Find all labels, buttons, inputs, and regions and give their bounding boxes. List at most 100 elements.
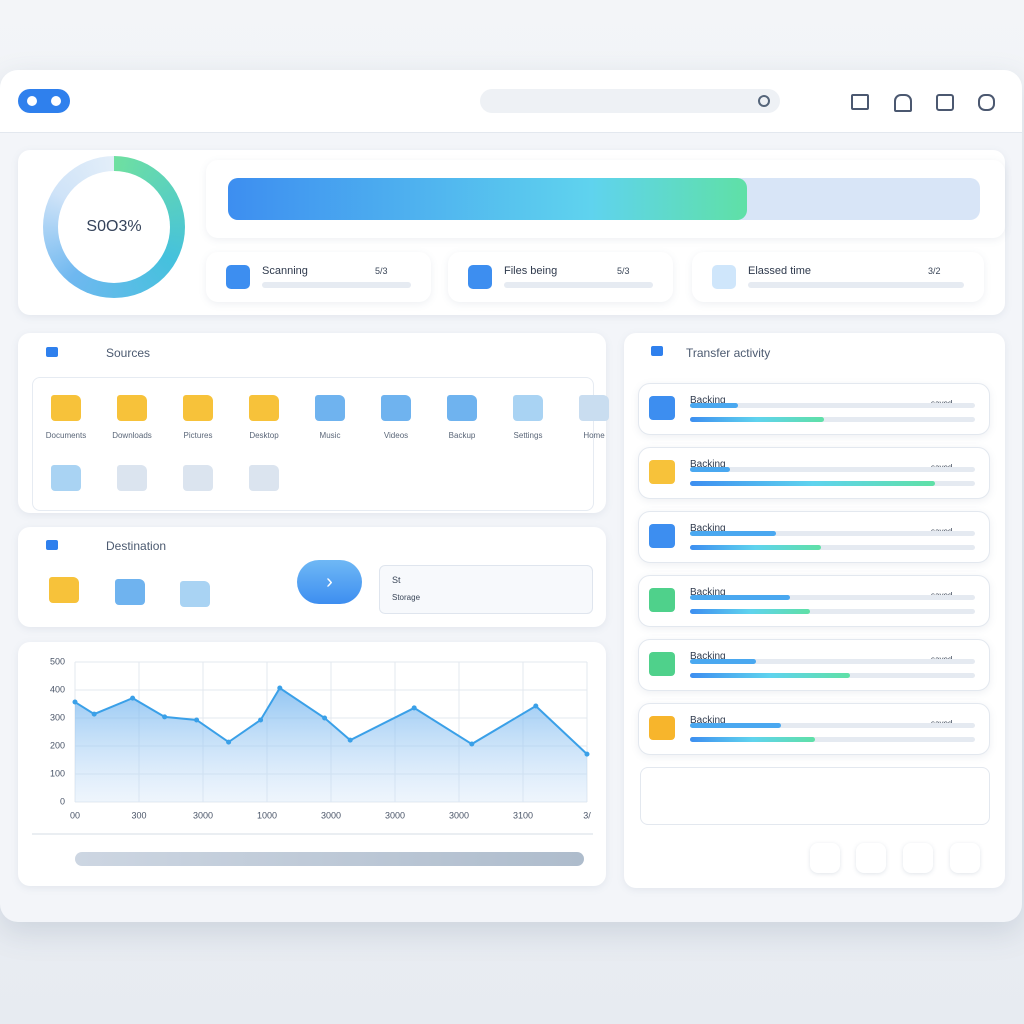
row-icon bbox=[649, 588, 675, 612]
point bbox=[72, 699, 78, 705]
transfer-button[interactable]: › bbox=[297, 560, 362, 604]
folder-label: Pictures bbox=[183, 431, 213, 440]
point bbox=[411, 705, 417, 711]
folder-item[interactable]: Pictures bbox=[166, 383, 230, 445]
point bbox=[91, 711, 97, 717]
point bbox=[258, 717, 264, 723]
folder-item[interactable]: Documents bbox=[34, 383, 98, 445]
panel-title: Transfer activity bbox=[686, 346, 771, 360]
folder-item[interactable]: Music bbox=[298, 383, 362, 445]
x-tick-label: 3000 bbox=[321, 810, 341, 820]
x-tick-label: 3100 bbox=[513, 810, 533, 820]
y-tick-label: 400 bbox=[50, 684, 65, 694]
point bbox=[130, 695, 136, 701]
row-name: Backing bbox=[690, 395, 726, 406]
x-tick-label: 1000 bbox=[257, 810, 277, 820]
point bbox=[322, 715, 328, 721]
activity-row[interactable]: Backingsaved bbox=[638, 447, 990, 499]
folder bbox=[117, 395, 147, 421]
stat-card: Elassed time 3/2 bbox=[692, 252, 984, 302]
folder-item[interactable]: Backup bbox=[430, 383, 494, 445]
progress-track bbox=[690, 723, 975, 728]
activity-row[interactable]: Backingsaved bbox=[638, 383, 990, 435]
point bbox=[584, 751, 590, 757]
folder-item[interactable] bbox=[100, 455, 164, 507]
folder[interactable] bbox=[115, 579, 145, 605]
progress-track bbox=[690, 673, 975, 678]
icon[interactable] bbox=[978, 94, 995, 111]
donut-hole bbox=[58, 171, 170, 283]
progress-track bbox=[690, 417, 975, 422]
progress-fill bbox=[690, 609, 810, 614]
activity-row[interactable]: Backingsaved bbox=[638, 575, 990, 627]
sources-panel: Sources bbox=[18, 333, 606, 513]
row-icon bbox=[649, 396, 675, 420]
folder bbox=[183, 395, 213, 421]
empty-box bbox=[640, 767, 990, 825]
card-bar bbox=[748, 282, 964, 288]
progress-fill bbox=[690, 403, 739, 408]
row-name: Backing bbox=[690, 523, 726, 534]
icon-button[interactable] bbox=[903, 843, 933, 873]
y-tick-label: 100 bbox=[50, 768, 65, 778]
x-tick-label: 3000 bbox=[193, 810, 213, 820]
y-tick-label: 0 bbox=[60, 796, 65, 806]
folder-label: Videos bbox=[383, 431, 409, 440]
activity-row[interactable]: Backingsaved bbox=[638, 511, 990, 563]
row-name: Backing bbox=[690, 715, 726, 726]
progress-track bbox=[690, 467, 975, 472]
folder-item[interactable]: Downloads bbox=[100, 383, 164, 445]
point bbox=[347, 737, 353, 743]
target-box[interactable]: St Storage bbox=[379, 565, 593, 614]
icon[interactable] bbox=[894, 94, 912, 112]
folder-item[interactable]: Videos bbox=[364, 383, 428, 445]
toggle[interactable] bbox=[18, 89, 70, 113]
panel-title: Destination bbox=[106, 539, 167, 553]
progress-track bbox=[690, 737, 975, 742]
folder bbox=[51, 395, 81, 421]
folder-item[interactable] bbox=[166, 455, 230, 507]
folder[interactable] bbox=[49, 577, 79, 603]
icon-button[interactable] bbox=[950, 843, 980, 873]
row-icon bbox=[649, 524, 675, 548]
search-bar[interactable] bbox=[480, 89, 780, 113]
folder bbox=[249, 465, 279, 491]
folder-item[interactable] bbox=[34, 455, 98, 507]
y-tick-label: 500 bbox=[50, 656, 65, 666]
folder[interactable] bbox=[180, 581, 210, 607]
folder-item[interactable]: Settings bbox=[496, 383, 560, 445]
panel-title: Sources bbox=[106, 346, 151, 360]
folder bbox=[513, 395, 543, 421]
icon-button[interactable] bbox=[856, 843, 886, 873]
folder-item[interactable]: Desktop bbox=[232, 383, 296, 445]
progress-track bbox=[690, 531, 975, 536]
progress-track bbox=[690, 595, 975, 600]
chart-panel: 0 100 200 300 400 500 00 300 3000 1000 3000 3000 300… bbox=[18, 642, 606, 886]
folder bbox=[381, 395, 411, 421]
icon[interactable] bbox=[851, 94, 869, 110]
area bbox=[75, 688, 587, 802]
folder bbox=[315, 395, 345, 421]
icon[interactable] bbox=[936, 94, 954, 111]
panel-icon bbox=[651, 346, 663, 356]
row-name: Backing bbox=[690, 459, 726, 470]
activity-row[interactable]: Backingsaved bbox=[638, 703, 990, 755]
stat-card: Scanning 5/3 bbox=[206, 252, 431, 302]
row-name: Backing bbox=[690, 587, 726, 598]
folder-label: Music bbox=[319, 431, 341, 440]
icon-button[interactable] bbox=[810, 843, 840, 873]
folder-item[interactable]: Home bbox=[562, 383, 626, 445]
card-bar bbox=[262, 282, 411, 288]
progress-track bbox=[690, 403, 975, 408]
activity-row[interactable]: Backingsaved bbox=[638, 639, 990, 691]
row-icon bbox=[649, 652, 675, 676]
card-badge: 5/3 bbox=[375, 266, 388, 276]
folder-item[interactable] bbox=[232, 455, 296, 507]
progress-track bbox=[690, 545, 975, 550]
folder bbox=[447, 395, 477, 421]
point bbox=[194, 717, 200, 723]
x-tick-label: 3000 bbox=[449, 810, 469, 820]
progress-fill bbox=[690, 659, 756, 664]
scrollbar[interactable] bbox=[75, 852, 584, 866]
